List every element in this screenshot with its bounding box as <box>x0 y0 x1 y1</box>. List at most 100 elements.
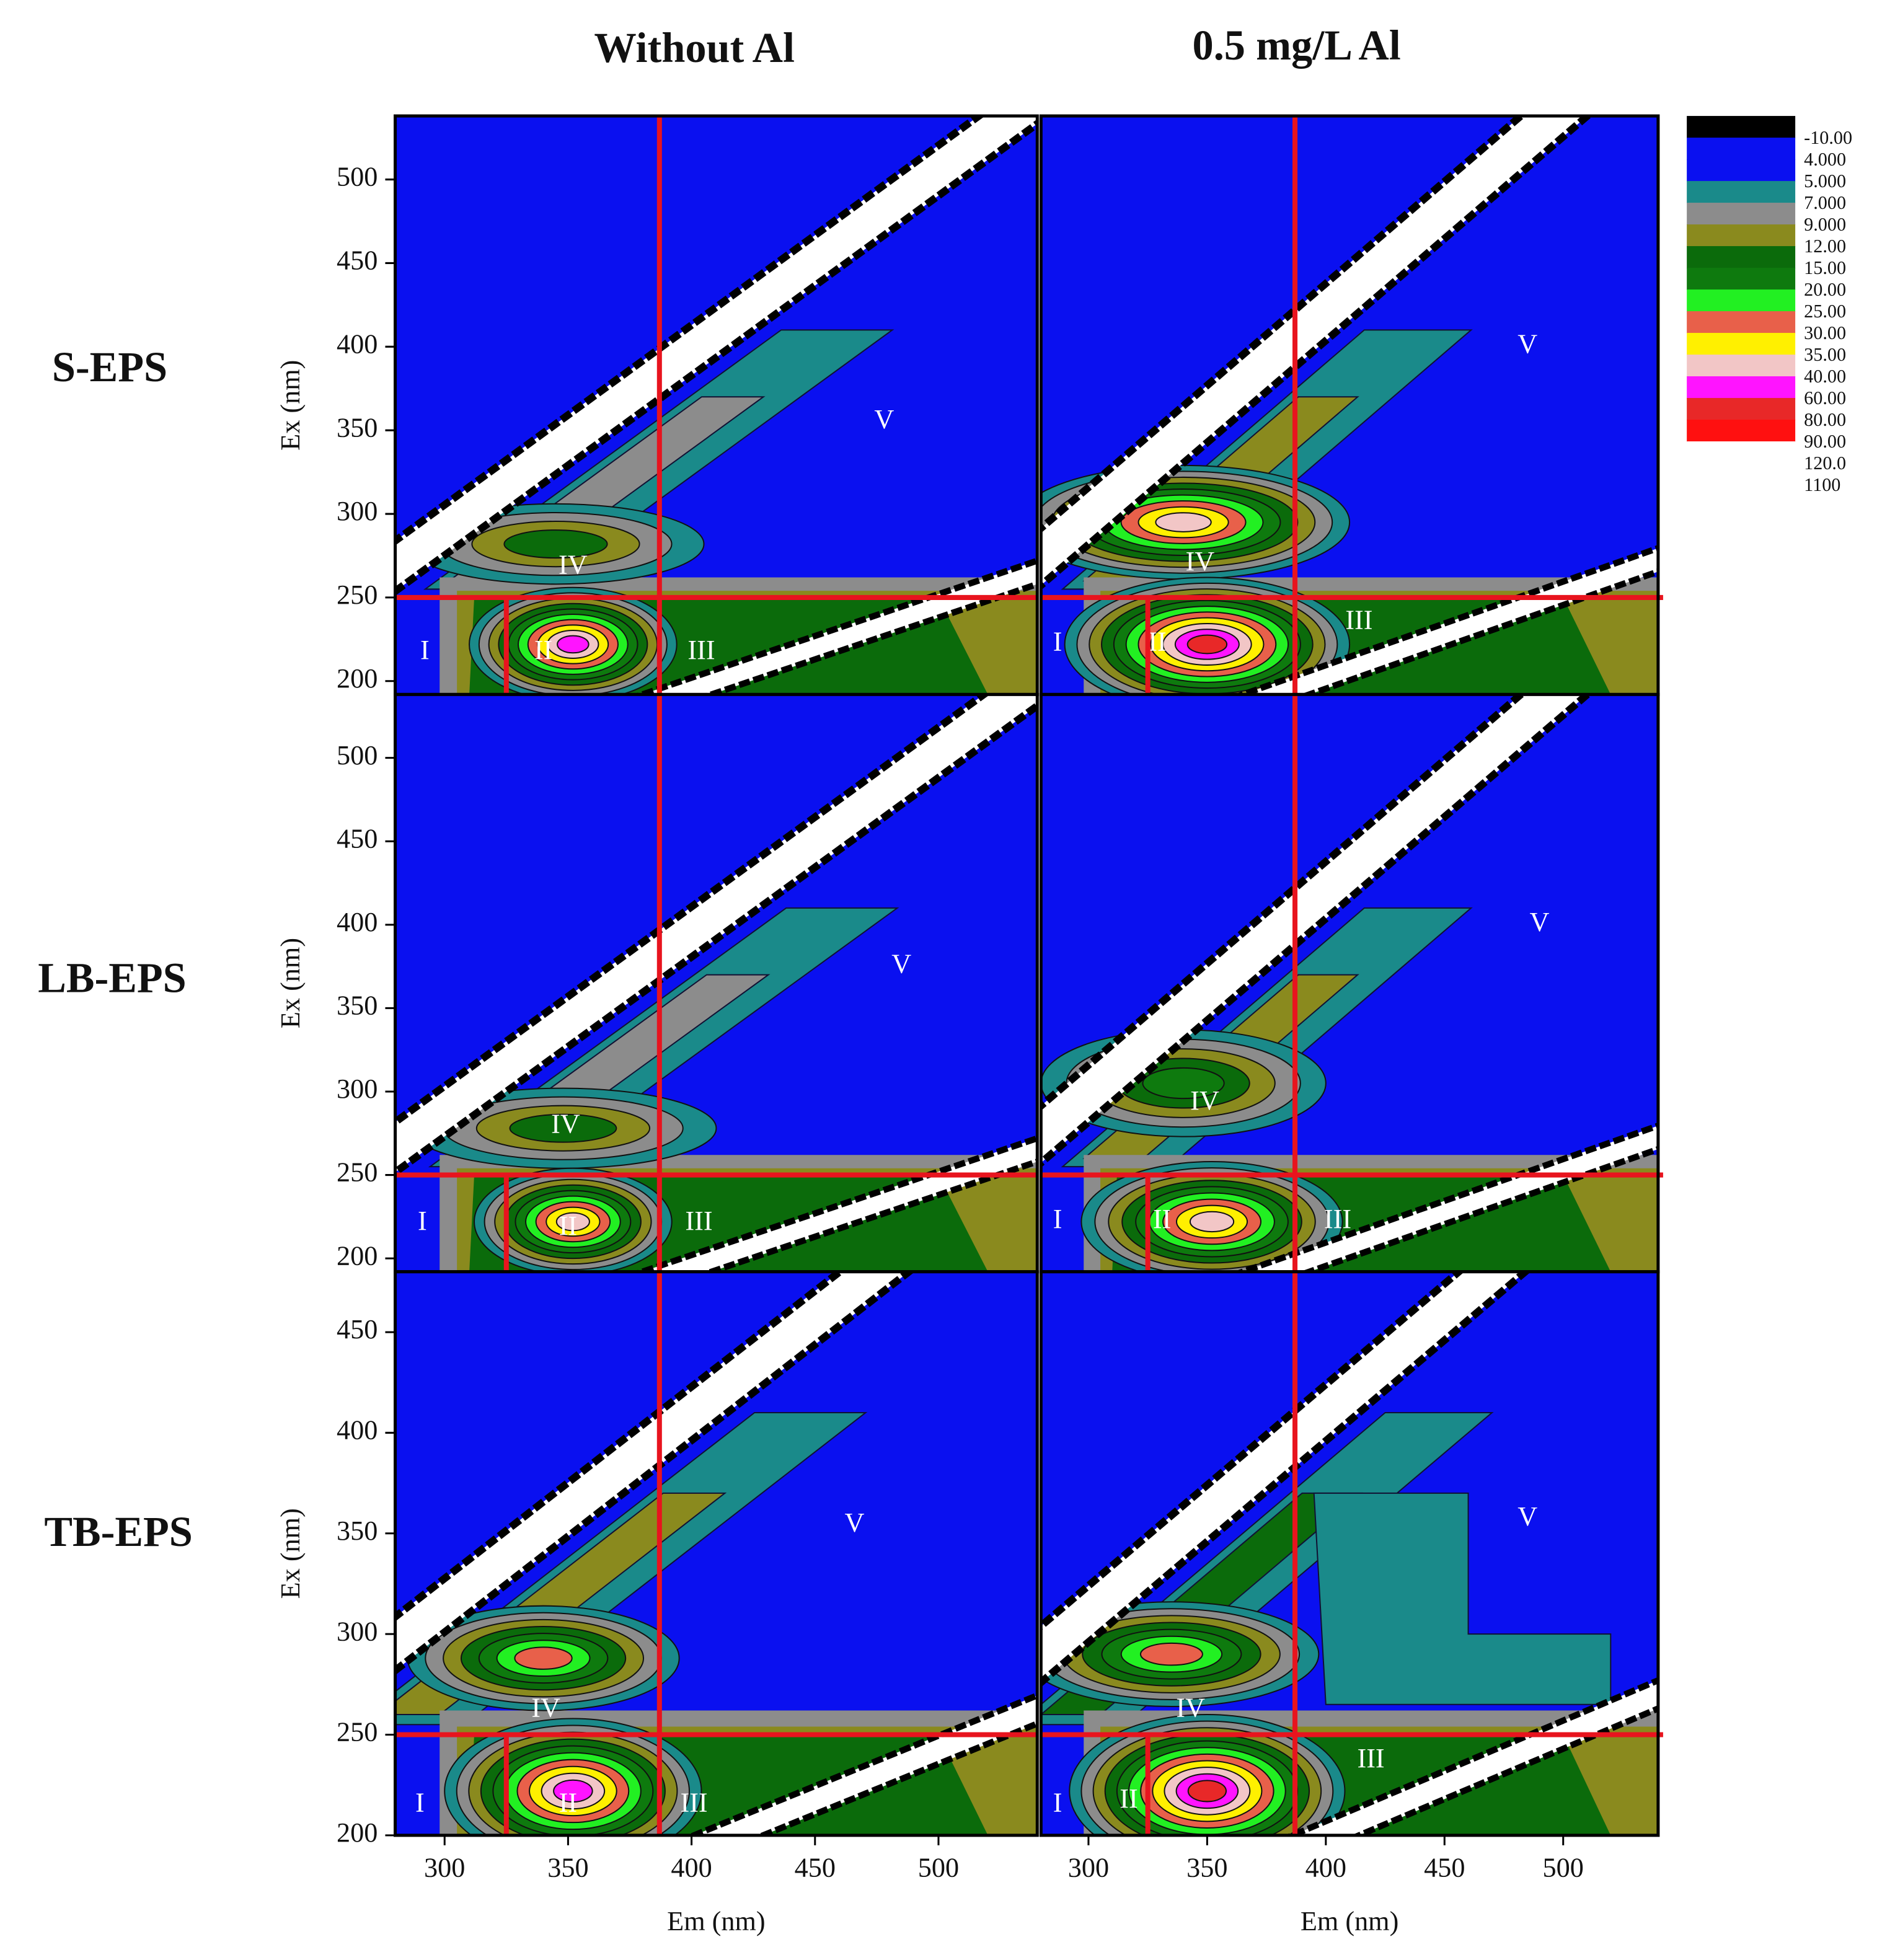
contour <box>1155 512 1212 532</box>
colorbar-band <box>1687 116 1796 139</box>
row-label: LB-EPS <box>38 955 186 1002</box>
colorbar-label: 120.0 <box>1804 452 1846 474</box>
scatter-band <box>1041 1271 1531 1687</box>
contour <box>553 1779 593 1803</box>
colorbar-band <box>1687 398 1796 421</box>
y-tick-label: 500 <box>337 162 378 192</box>
scatter-band <box>1041 694 1593 1168</box>
region-label: I <box>418 1206 427 1236</box>
colorbar-label: 9.000 <box>1804 214 1846 235</box>
colorbar-band <box>1687 311 1796 334</box>
y-tick-label: 300 <box>337 496 378 526</box>
y-tick-label: 350 <box>337 1516 378 1546</box>
x-tick-label: 300 <box>1068 1852 1109 1883</box>
colorbar-band <box>1687 289 1796 312</box>
y-axis-label: Ex (nm) <box>275 938 306 1028</box>
x-axis-label: Em (nm) <box>667 1906 765 1936</box>
contour <box>557 635 590 654</box>
y-tick-label: 200 <box>337 1240 378 1271</box>
colorbar-band <box>1687 203 1796 226</box>
region-label: I <box>1053 627 1062 657</box>
y-tick-label: 450 <box>337 1314 378 1344</box>
scatter-band <box>686 1692 1038 1835</box>
row-label: TB-EPS <box>44 1508 192 1555</box>
region-label: IV <box>1176 1693 1205 1723</box>
colorbar-band <box>1687 333 1796 356</box>
colorbar-band <box>1687 246 1796 269</box>
scatter-band <box>395 1271 915 1675</box>
region-label: II <box>1148 627 1166 657</box>
x-tick-label: 500 <box>1543 1852 1584 1883</box>
y-tick-label: 200 <box>337 663 378 694</box>
column-title: Without Al <box>594 24 795 71</box>
x-tick-label: 400 <box>671 1852 712 1883</box>
colorbar-band <box>1687 441 1796 464</box>
region-label: V <box>1517 1501 1537 1532</box>
colorbar-label: 5.000 <box>1804 170 1846 192</box>
region-label: II <box>1153 1204 1171 1234</box>
y-tick-label: 250 <box>337 1157 378 1188</box>
colorbar-band <box>1687 224 1796 247</box>
region-label: V <box>845 1508 865 1538</box>
colorbar-band <box>1687 268 1796 291</box>
colorbar-label: 25.00 <box>1804 301 1846 322</box>
region-label: IV <box>1186 546 1215 576</box>
x-axis-label: Em (nm) <box>1301 1906 1398 1936</box>
colorbar-band <box>1687 138 1796 161</box>
colorbar-label: 15.00 <box>1804 257 1846 278</box>
colorbar-band <box>1687 376 1796 399</box>
contour <box>503 529 608 559</box>
colorbar-label: 7.000 <box>1804 192 1846 213</box>
y-tick-label: 300 <box>337 1616 378 1646</box>
x-tick-label: 350 <box>1186 1852 1227 1883</box>
y-tick-label: 350 <box>337 991 378 1021</box>
y-tick-label: 450 <box>337 245 378 276</box>
contour <box>509 1113 617 1143</box>
y-tick-label: 350 <box>337 412 378 443</box>
x-tick-label: 450 <box>1424 1852 1465 1883</box>
x-tick-label: 450 <box>795 1852 836 1883</box>
region-label: III <box>1324 1204 1351 1234</box>
region-label: II <box>559 1787 577 1817</box>
y-axis-label: Ex (nm) <box>275 1508 306 1599</box>
region-label: II <box>559 1211 577 1241</box>
y-tick-label: 450 <box>337 823 378 854</box>
y-tick-label: 400 <box>337 907 378 937</box>
region-label: I <box>415 1787 425 1817</box>
colorbar-band <box>1687 355 1796 377</box>
colorbar-label: -10.00 <box>1804 127 1852 148</box>
region-label: I <box>1053 1787 1062 1817</box>
panel-frame <box>394 1270 1039 1837</box>
x-tick-label: 300 <box>424 1852 465 1883</box>
colorbar-label: 60.00 <box>1804 387 1846 408</box>
colorbar-band <box>1687 159 1796 182</box>
row-label: S-EPS <box>52 343 167 391</box>
contour <box>514 1646 573 1670</box>
y-tick-label: 250 <box>337 580 378 610</box>
region-label: V <box>874 404 894 435</box>
region-label: V <box>1517 329 1537 359</box>
colorbar-label: 30.00 <box>1804 322 1846 343</box>
x-tick-label: 500 <box>918 1852 959 1883</box>
scatter-band <box>395 116 1038 596</box>
colorbar-label: 90.00 <box>1804 431 1846 452</box>
colorbar-label: 12.00 <box>1804 236 1846 257</box>
x-tick-label: 400 <box>1305 1852 1346 1883</box>
region-label: II <box>534 635 552 665</box>
y-tick-label: 200 <box>337 1817 378 1848</box>
colorbar-label: 20.00 <box>1804 279 1846 300</box>
y-tick-label: 300 <box>337 1074 378 1104</box>
region-label: V <box>891 948 911 979</box>
region-label: IV <box>531 1693 560 1723</box>
column-title: 0.5 mg/L Al <box>1193 22 1401 69</box>
colorbar-label: 1100 <box>1804 474 1840 495</box>
region-label: IV <box>551 1109 580 1139</box>
colorbar-band <box>1687 420 1796 443</box>
colorbar-label: 40.00 <box>1804 366 1846 387</box>
region-label: IV <box>559 550 588 580</box>
region-label: I <box>420 635 430 665</box>
